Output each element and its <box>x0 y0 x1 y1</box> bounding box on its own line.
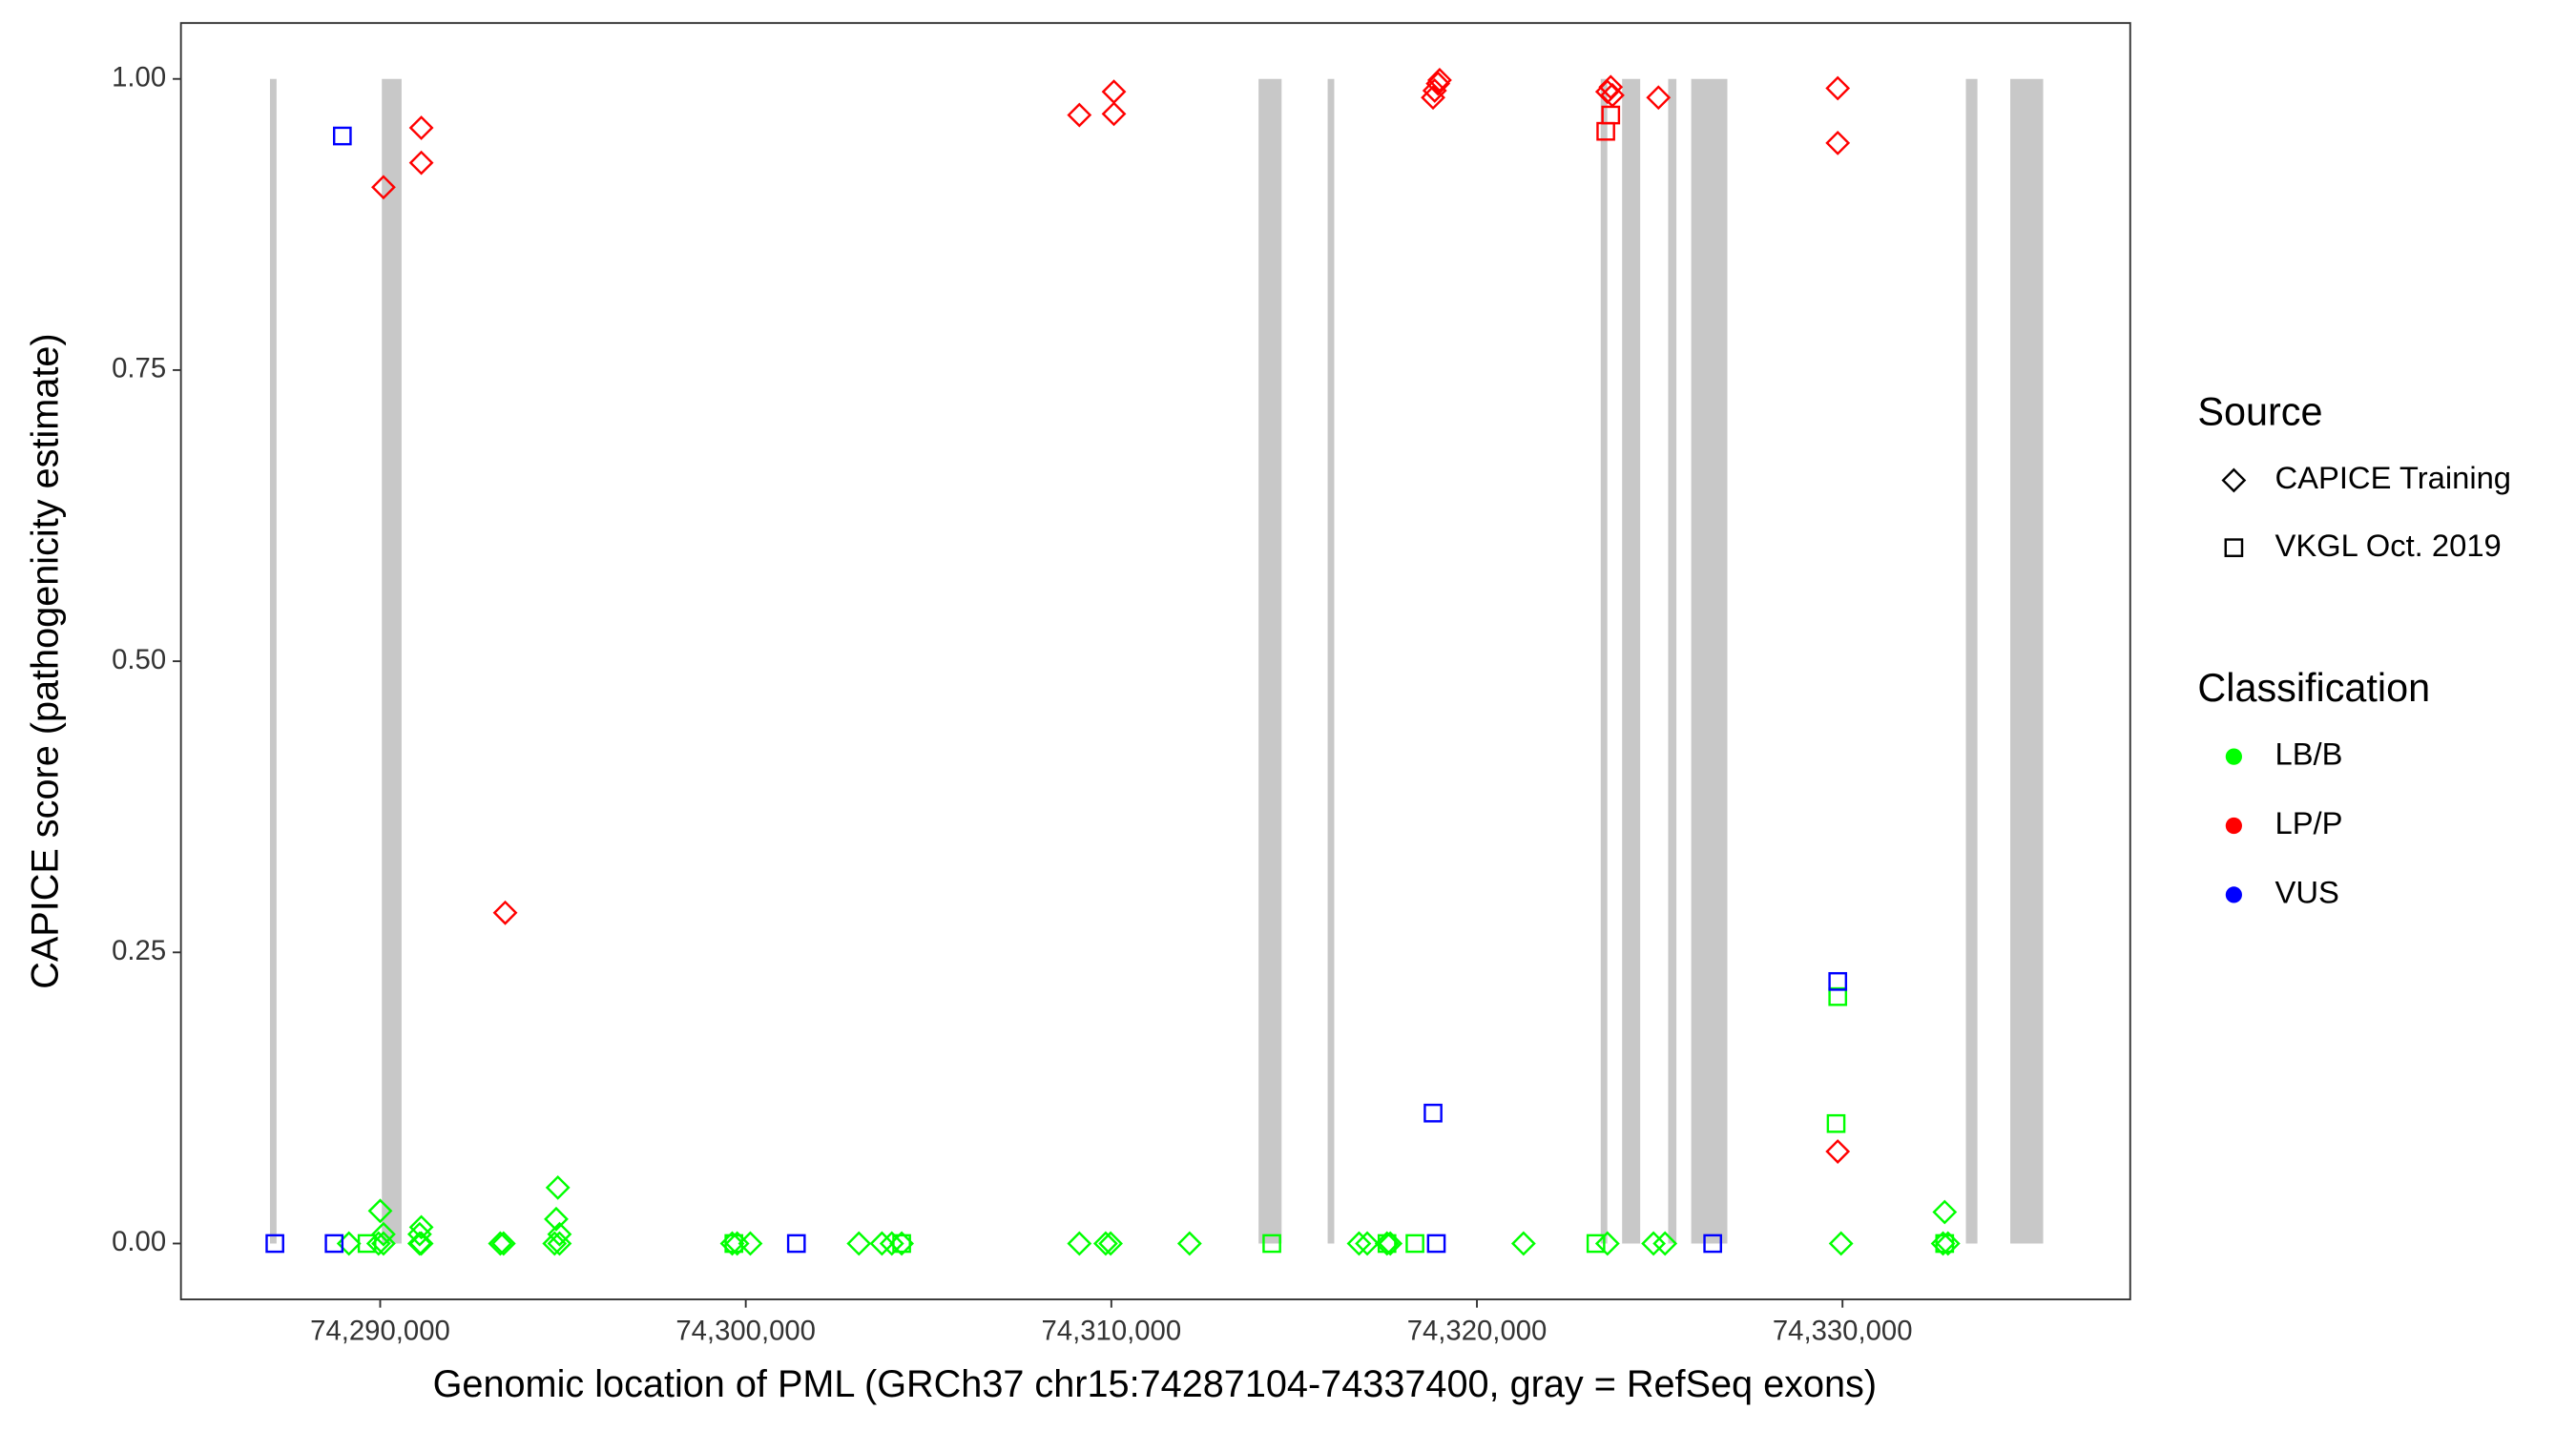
exon <box>1258 78 1282 1244</box>
legend-label: LP/P <box>2275 805 2342 840</box>
point <box>1425 71 1451 96</box>
point <box>1067 102 1092 128</box>
point <box>1101 101 1127 127</box>
point <box>492 900 518 925</box>
point <box>786 1234 806 1254</box>
exon <box>269 78 277 1244</box>
point <box>846 1231 872 1256</box>
point <box>892 1234 911 1254</box>
point <box>371 1221 396 1247</box>
x-tick-label: 74,310,000 <box>1042 1315 1182 1346</box>
point <box>1355 1231 1380 1256</box>
point <box>1092 1231 1118 1256</box>
y-tick-label: 1.00 <box>112 61 166 93</box>
legend-key <box>2224 538 2244 557</box>
point <box>1828 1231 1854 1256</box>
x-axis-title: Genomic location of PML (GRCh37 chr15:74… <box>433 1363 1877 1405</box>
y-tick-label: 0.00 <box>112 1226 166 1257</box>
point <box>1935 1234 1955 1254</box>
point <box>1378 1231 1403 1256</box>
y-tick-label: 0.25 <box>112 935 166 966</box>
background <box>8 0 2568 1431</box>
exon <box>1691 78 1728 1244</box>
point <box>879 1231 904 1256</box>
point <box>1641 1231 1667 1256</box>
point <box>1652 1231 1678 1256</box>
point <box>1262 1234 1281 1254</box>
legend-key <box>2221 467 2247 493</box>
point <box>357 1234 377 1254</box>
legend-label: VUS <box>2275 875 2338 910</box>
point <box>869 1231 895 1256</box>
exon <box>1600 78 1608 1244</box>
point <box>265 1234 284 1254</box>
y-tick-label: 0.50 <box>112 644 166 675</box>
point <box>371 175 396 200</box>
point <box>542 1231 568 1256</box>
legend-label: VKGL Oct. 2019 <box>2275 528 2501 563</box>
point <box>547 1221 572 1247</box>
exon <box>2010 78 2044 1244</box>
point <box>1598 74 1624 100</box>
point <box>406 1231 432 1256</box>
legend-key <box>2225 817 2242 835</box>
exon <box>1965 78 1978 1244</box>
point <box>408 1214 434 1240</box>
point <box>1601 105 1621 125</box>
x-tick-label: 74,300,000 <box>675 1315 816 1346</box>
point <box>490 1231 516 1256</box>
legend-key <box>2225 886 2242 903</box>
point <box>1594 1231 1620 1256</box>
point <box>1586 1234 1606 1254</box>
exon <box>382 78 402 1244</box>
point <box>1825 130 1851 156</box>
point <box>1067 1231 1092 1256</box>
x-tick-label: 74,330,000 <box>1773 1315 1913 1346</box>
point <box>1935 1231 1961 1256</box>
point <box>488 1231 513 1256</box>
y-tick-label: 0.75 <box>112 353 166 384</box>
point <box>408 150 434 176</box>
point <box>1825 75 1851 101</box>
x-tick-label: 74,320,000 <box>1407 1315 1548 1346</box>
point <box>545 1174 571 1200</box>
point <box>1098 1231 1123 1256</box>
legend-label: LB/B <box>2275 736 2342 772</box>
exon <box>1668 78 1677 1244</box>
point <box>367 1198 393 1224</box>
y-axis-title: CAPICE score (pathogenicity estimate) <box>24 333 66 988</box>
point <box>544 1206 569 1232</box>
point <box>406 1221 432 1247</box>
point <box>333 126 352 146</box>
legend-label: CAPICE Training <box>2275 460 2511 495</box>
point <box>1427 68 1452 93</box>
point <box>324 1234 344 1254</box>
point <box>1828 986 1848 1006</box>
point <box>1346 1231 1372 1256</box>
point <box>365 1231 391 1256</box>
point <box>1176 1231 1202 1256</box>
point <box>1825 1139 1851 1164</box>
point <box>1703 1234 1722 1254</box>
exon <box>1327 78 1335 1244</box>
exon <box>1622 78 1641 1244</box>
point <box>1826 1113 1846 1133</box>
legend-title: Source <box>2197 389 2322 433</box>
x-tick-label: 74,290,000 <box>310 1315 450 1346</box>
point <box>1828 971 1848 991</box>
point <box>408 115 434 140</box>
point <box>724 1234 744 1254</box>
legend-key <box>2225 748 2242 765</box>
point <box>1423 1103 1443 1123</box>
legend-title: Classification <box>2197 666 2430 710</box>
point <box>1377 1234 1397 1254</box>
point <box>1510 1231 1536 1256</box>
point <box>1932 1199 1958 1225</box>
point <box>547 1231 572 1256</box>
point <box>1646 85 1672 111</box>
point <box>1426 1234 1446 1254</box>
point <box>1405 1234 1424 1254</box>
